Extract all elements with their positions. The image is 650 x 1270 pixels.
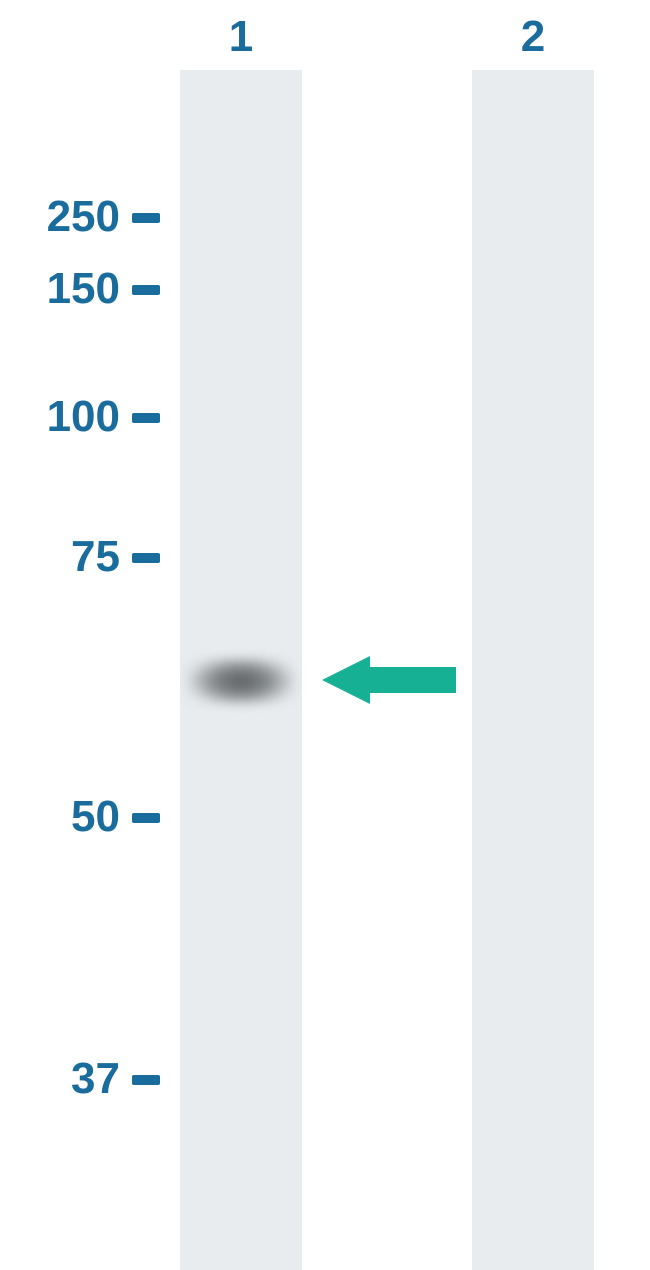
marker-label-150: 150 [10, 264, 120, 314]
marker-label-50: 50 [30, 792, 120, 842]
marker-dash-50 [132, 813, 160, 823]
marker-label-75: 75 [30, 532, 120, 582]
marker-dash-250 [132, 213, 160, 223]
marker-dash-75 [132, 553, 160, 563]
western-blot-figure: 1 2 250 150 100 75 50 37 [0, 0, 650, 1270]
marker-label-37: 37 [30, 1054, 120, 1104]
marker-dash-37 [132, 1075, 160, 1085]
lane-label-2: 2 [473, 12, 593, 62]
marker-dash-100 [132, 413, 160, 423]
marker-label-250: 250 [10, 192, 120, 242]
band-indicator-arrow-icon [322, 656, 456, 704]
protein-band-lane-1 [186, 658, 296, 704]
marker-dash-150 [132, 285, 160, 295]
marker-label-100: 100 [10, 392, 120, 442]
blot-lane-2 [472, 70, 594, 1270]
lane-label-1: 1 [181, 12, 301, 62]
